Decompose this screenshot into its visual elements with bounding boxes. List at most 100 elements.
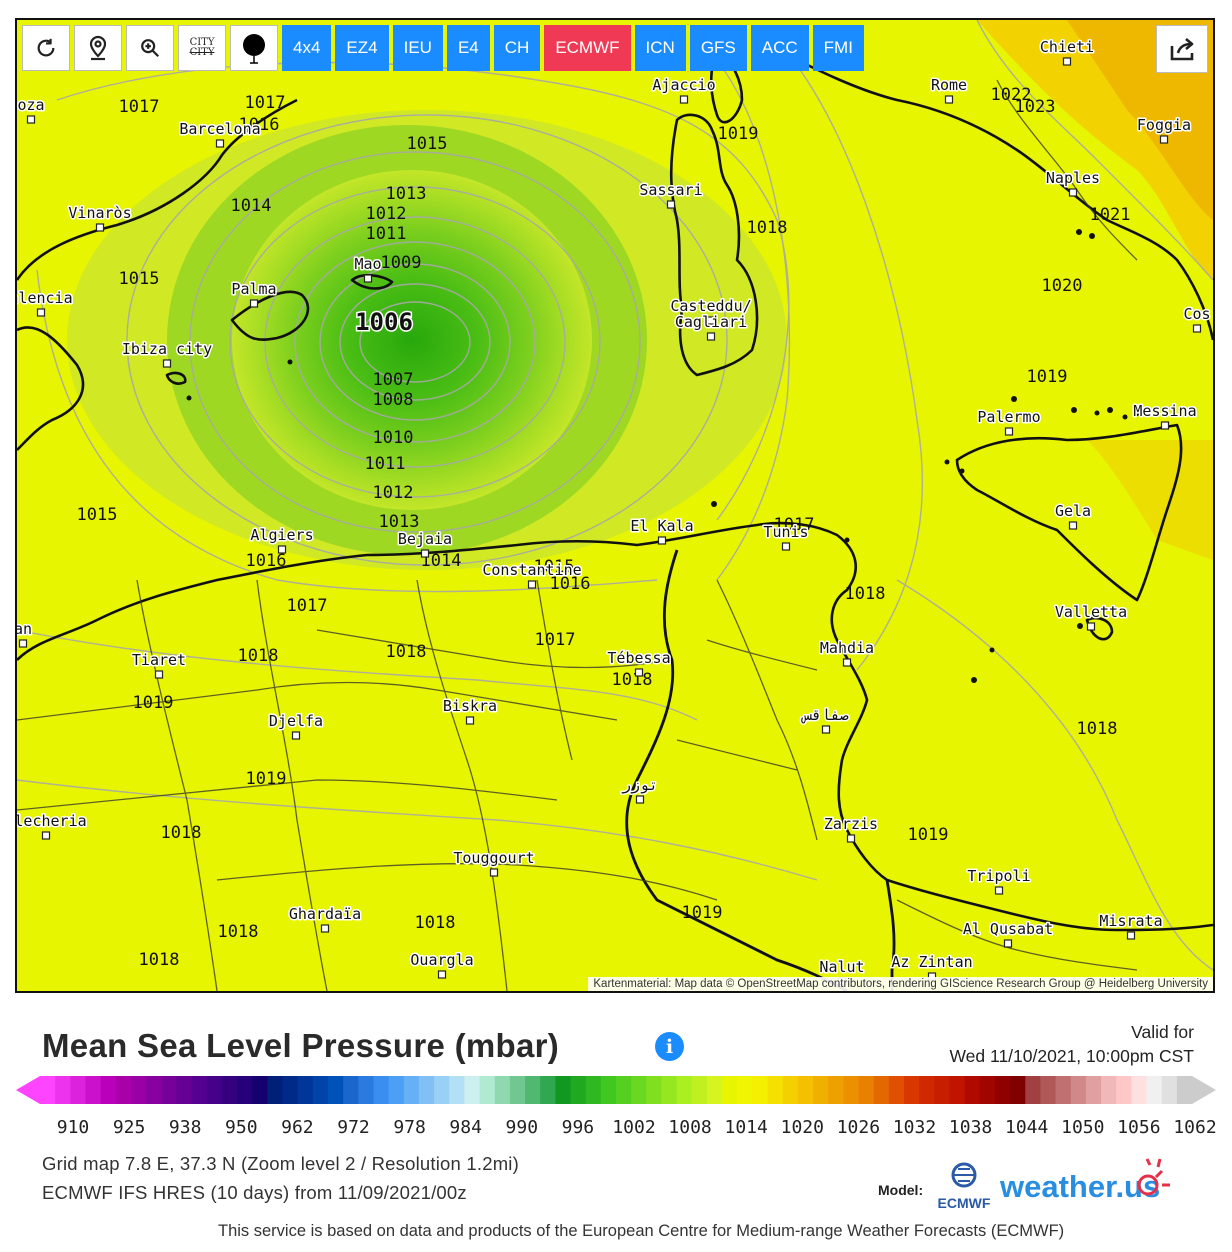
city-marker[interactable]: oza (17, 95, 46, 124)
city-marker[interactable]: Djelfa (267, 711, 325, 740)
color-swatch (464, 1076, 481, 1104)
city-marker[interactable]: Tunis (762, 522, 810, 551)
city-label: Palermo (977, 408, 1040, 426)
city-marker[interactable]: Mao (353, 254, 383, 283)
scale-tick-label: 1002 (612, 1117, 656, 1138)
refresh-button[interactable] (22, 25, 70, 71)
city-label: Foggia (1137, 116, 1191, 134)
model-button-e4[interactable]: E4 (446, 25, 490, 71)
color-swatch (525, 1076, 541, 1104)
city-marker[interactable]: Az Zintan (890, 952, 974, 981)
city-dot (1068, 521, 1078, 530)
city-marker[interactable]: Tripoli (966, 866, 1032, 895)
city-label: Biskra (443, 697, 497, 715)
map-attribution: Kartenmaterial: Map data © OpenStreetMap… (588, 977, 1213, 991)
city-marker[interactable]: Cagliari (673, 312, 749, 341)
city-marker[interactable]: Naples (1044, 168, 1102, 197)
model-button-icn[interactable]: ICN (634, 25, 686, 71)
city-marker[interactable]: ilecheria (17, 811, 88, 840)
city-marker[interactable]: توزر (619, 775, 660, 804)
color-scale-ticks: 910 925 938 950 962 972 978 984 990 996 1002 1008 10… (0, 1117, 1232, 1141)
model-button-ieu[interactable]: IEU (392, 25, 443, 71)
city-marker[interactable]: Chieti (1038, 37, 1096, 66)
scale-tick-label: 1008 (668, 1117, 712, 1138)
model-button-fmi[interactable]: FMI (812, 25, 864, 71)
color-swatch (161, 1076, 178, 1104)
city-marker[interactable]: Casteddu/ (669, 296, 753, 325)
city-marker[interactable]: Messina (1132, 401, 1198, 430)
city-marker[interactable]: صفاقس (799, 705, 850, 734)
model-label: Model: (878, 1182, 924, 1198)
model-button-acc[interactable]: ACC (750, 25, 809, 71)
city-marker[interactable]: Touggourt (452, 848, 536, 877)
city-marker[interactable]: Constantine (481, 560, 583, 589)
grid-info: Grid map 7.8 E, 37.3 N (Zoom level 2 / R… (42, 1153, 519, 1174)
isobar-label: 1018 (238, 646, 279, 666)
color-swatch (540, 1076, 556, 1104)
color-swatch (570, 1076, 587, 1104)
city-label: Chieti (1040, 38, 1094, 56)
city-marker[interactable]: Valletta (1053, 602, 1129, 631)
model-button-ch[interactable]: CH (493, 25, 541, 71)
map-title: Mean Sea Level Pressure (mbar) (42, 1027, 560, 1064)
pressure-map-canvas[interactable]: 1017 101710161015101410131012101110091015… (17, 20, 1213, 991)
city-marker[interactable]: Ouargla (409, 950, 475, 979)
color-swatch (358, 1076, 375, 1104)
pin-dot-icon (243, 34, 265, 64)
model-button-gfs[interactable]: GFS (689, 25, 747, 71)
city-marker[interactable]: Palermo (976, 407, 1042, 436)
color-swatch (479, 1076, 496, 1104)
model-button-ez4[interactable]: EZ4 (335, 25, 389, 71)
city-marker[interactable]: Rome (929, 75, 969, 104)
model-button-4x4[interactable]: 4x4 (282, 25, 332, 71)
zoom-button[interactable] (126, 25, 174, 71)
city-marker[interactable]: El Kala (629, 516, 695, 545)
color-swatch (888, 1076, 905, 1104)
city-marker[interactable]: Ajaccio (651, 75, 717, 104)
city-marker[interactable]: Tébessa (606, 648, 672, 677)
city-label: ilecheria (17, 812, 87, 830)
city-marker[interactable]: Cos (1182, 304, 1212, 333)
share-button[interactable] (1156, 25, 1208, 73)
map-pin-icon (89, 35, 107, 61)
city-marker[interactable]: Foggia (1135, 115, 1193, 144)
city-marker[interactable]: Misrata (1098, 911, 1164, 940)
color-swatch (267, 1076, 284, 1104)
city-dot (994, 886, 1004, 895)
color-swatch (797, 1076, 814, 1104)
weather-map[interactable]: 1017 1017 1016 1015 1014 1013 1012 1011 1009 1015… (15, 18, 1215, 993)
color-scale-bar (16, 1076, 1216, 1104)
isobar-label: 1012 (366, 204, 407, 224)
city-marker[interactable]: Algiers (249, 525, 315, 554)
city-marker[interactable]: Biskra (441, 696, 499, 725)
info-icon[interactable]: i (655, 1032, 684, 1061)
city-label: Tiaret (132, 651, 186, 669)
point-marker-button[interactable] (230, 25, 278, 71)
national-borders (625, 549, 896, 991)
city-labels-toggle[interactable]: CITY CITY (178, 25, 226, 71)
city-marker[interactable]: Zarzis (822, 814, 880, 843)
city-marker[interactable]: Palma (230, 279, 278, 308)
city-marker[interactable]: Tiaret (130, 650, 188, 679)
color-swatch (873, 1076, 890, 1104)
city-marker[interactable]: Mahdia (818, 638, 876, 667)
city-marker[interactable]: Sassari (638, 180, 704, 209)
city-marker[interactable]: Vinaròs (67, 203, 133, 232)
city-marker[interactable]: Ibiza city (120, 339, 214, 368)
isobar-label: 1018 (161, 823, 202, 843)
city-marker[interactable]: Gela (1053, 501, 1093, 530)
isobar-label: 1016 (550, 574, 591, 594)
city-marker[interactable]: an (17, 619, 34, 648)
city-marker[interactable]: Al Qusabat (961, 919, 1055, 948)
isobar-label: 1018 (218, 922, 259, 942)
city-label: Algiers (250, 526, 313, 544)
city-marker[interactable]: Ghardaïa (287, 904, 363, 933)
location-button[interactable] (74, 25, 122, 71)
city-marker[interactable]: Barcelona (178, 119, 262, 148)
model-selector: 4x4 EZ4 IEU E4 CH ECMWF ICN GFS ACC FMI (282, 25, 864, 71)
model-button-ecmwf[interactable]: ECMWF (544, 25, 631, 71)
color-swatch (828, 1076, 844, 1104)
city-label: El Kala (630, 517, 693, 535)
city-marker[interactable]: Bejaia (396, 529, 454, 558)
